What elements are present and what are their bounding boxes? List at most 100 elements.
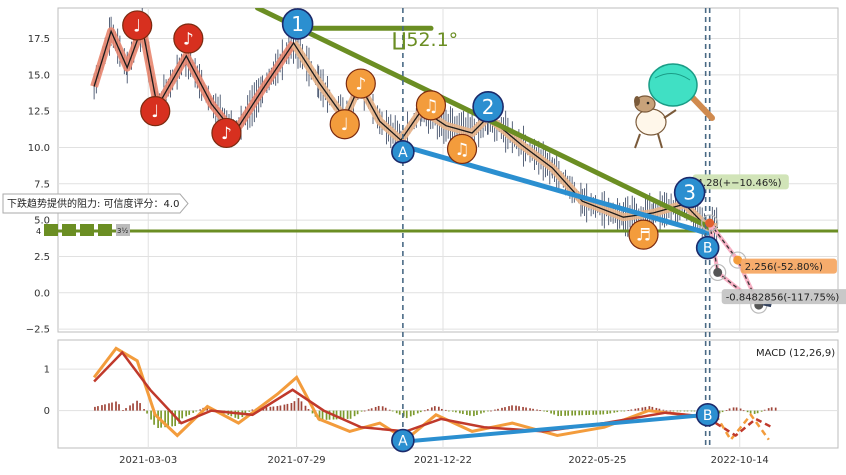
- macd-histogram-bar: [153, 410, 155, 425]
- macd-histogram-bar: [602, 410, 605, 415]
- macd-histogram-bar: [651, 406, 654, 411]
- macd-histogram-bar: [480, 410, 482, 414]
- macd-histogram-bar: [497, 408, 499, 411]
- macd-histogram-bar: [143, 409, 145, 411]
- macd-histogram-bar: [108, 403, 110, 411]
- macd-histogram-bar: [574, 410, 577, 416]
- macd-histogram-bar: [437, 406, 440, 411]
- x-tick-label: 2021-07-29: [268, 455, 326, 466]
- macd-histogram-bar: [634, 408, 637, 411]
- macd-histogram-bar: [433, 406, 436, 411]
- macd-histogram-bar: [658, 408, 661, 411]
- macd-histogram-bar: [307, 409, 310, 411]
- macd-histogram-bar: [265, 407, 268, 411]
- macd-histogram-bar: [553, 410, 555, 415]
- macd-histogram-bar: [550, 410, 552, 414]
- x-tick-label: 2021-12-22: [414, 455, 472, 466]
- badge-2: [62, 224, 76, 236]
- macd-wave-marker-B: [695, 402, 720, 427]
- macd-histogram-bar: [669, 410, 672, 412]
- music-note-icon: ♫: [423, 96, 438, 116]
- macd-histogram-bar: [104, 404, 106, 411]
- macd-y-tick-label: 0: [44, 406, 50, 417]
- macd-histogram-bar: [416, 410, 419, 414]
- projection-point-ring: [709, 263, 727, 282]
- macd-histogram-bar: [760, 410, 763, 412]
- macd-histogram-bar: [440, 408, 443, 411]
- price-y-axis: 17.5 15.0 12.5 10.0 7.5 5.0 2.5 0.0 −2.5: [26, 34, 50, 336]
- callout-text-2: 2.256(-52.80%): [745, 262, 823, 273]
- x-tick-label: 2022-10-14: [711, 455, 769, 466]
- macd-histogram-bar: [377, 405, 380, 411]
- macd-histogram-bar: [452, 410, 454, 412]
- macd-histogram-bar: [756, 410, 759, 414]
- macd-histogram-bar: [290, 403, 293, 411]
- macd-histogram-bar: [543, 410, 545, 412]
- resistance-note: 下跌趋势提供的阻力: 可信度评分：4.0: [2, 193, 189, 214]
- macd-histogram-bar: [585, 410, 588, 416]
- price-y-tick-label: 2.5: [34, 252, 50, 263]
- macd-histogram-bar: [115, 401, 117, 411]
- projection-point-2: [733, 255, 743, 265]
- macd-wave-marker-A: [391, 428, 415, 453]
- macd-histogram-bar: [199, 409, 202, 411]
- macd-histogram-bar: [770, 407, 773, 411]
- macd-histogram-bar: [94, 406, 96, 411]
- macd-histogram-bar: [181, 410, 184, 419]
- music-note-marker: [345, 68, 376, 99]
- music-note-icon: ♩: [133, 16, 141, 36]
- macd-histogram-bar: [402, 410, 405, 417]
- price-y-tick-label: 12.5: [28, 107, 50, 118]
- macd-histogram-bar: [129, 405, 131, 411]
- macd-histogram-bar: [353, 410, 356, 417]
- wave-marker-1: [281, 8, 314, 40]
- macd-histogram-bar: [725, 410, 728, 411]
- macd-histogram-bar: [412, 410, 415, 416]
- macd-histogram-bar: [269, 406, 272, 411]
- macd-histogram-bar: [122, 410, 124, 411]
- macd-histogram-bar: [171, 410, 173, 427]
- macd-histogram-bar: [578, 410, 581, 416]
- macd-histogram-bar: [609, 410, 612, 414]
- macd-histogram-bar: [395, 410, 398, 414]
- macd-plot-area: [92, 346, 777, 442]
- macd-histogram-bar: [426, 409, 429, 411]
- wave-marker-3: [673, 176, 706, 209]
- macd-histogram-bar: [374, 406, 377, 411]
- callout-box-3: [721, 289, 846, 305]
- music-note-icon: ♪: [183, 30, 194, 50]
- macd-histogram-bar: [721, 410, 724, 413]
- macd-histogram-bar: [419, 410, 422, 413]
- wave-marker-label: 3: [683, 181, 696, 205]
- macd-histogram-bar: [146, 410, 148, 414]
- macd-histogram-bar: [508, 406, 510, 411]
- macd-histogram-bar: [279, 405, 282, 411]
- macd-histogram-bar: [683, 410, 686, 412]
- resistance-note-box: [2, 193, 189, 214]
- badge-5: [116, 224, 130, 236]
- puppy-icon: [634, 95, 677, 149]
- macd-histogram-bar: [276, 406, 279, 411]
- macd-histogram-bar: [735, 407, 738, 411]
- macd-histogram-bar: [494, 409, 496, 411]
- macd-y-axis: 10: [44, 365, 50, 418]
- macd-histogram-bar: [504, 407, 506, 411]
- macd-histogram-bar: [398, 410, 401, 415]
- music-note-marker: [415, 90, 447, 121]
- macd-histogram-bar: [360, 410, 363, 412]
- macd-title: MACD (12,26,9): [756, 348, 835, 359]
- macd-histogram-bar: [101, 405, 103, 411]
- macd-histogram-bar: [391, 410, 394, 412]
- badge-1: [44, 224, 58, 236]
- macd-histogram-bar: [448, 410, 450, 412]
- macd-histogram-bar: [490, 410, 492, 412]
- annotation-overlay: 4.28(+−10.46%) 2.256(-52.80%) -0.8482856(-…: [122, 8, 846, 453]
- macd-histogram-bar: [546, 410, 548, 412]
- macd-histogram-bar: [363, 410, 366, 412]
- macd-histogram-bar: [690, 410, 693, 412]
- macd-histogram-bar: [693, 410, 696, 412]
- badge-label: 4: [36, 227, 41, 236]
- macd-histogram-bar: [742, 410, 745, 412]
- macd-histogram-bar: [455, 410, 457, 413]
